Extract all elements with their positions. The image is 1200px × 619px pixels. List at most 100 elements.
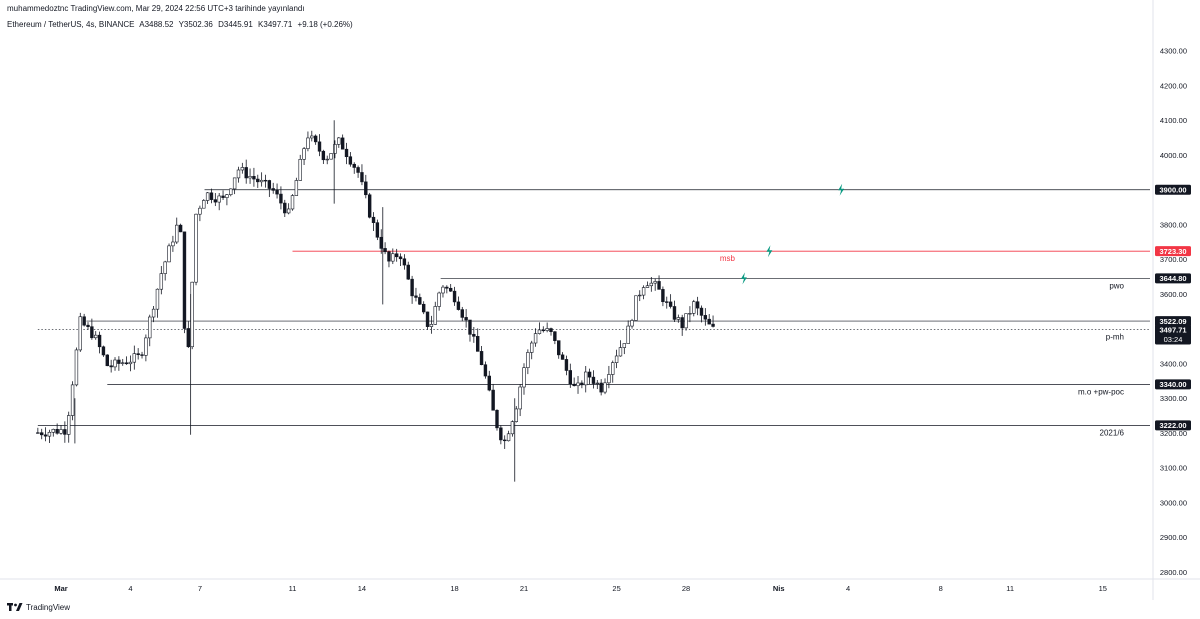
x-tick-label: 15 [1099, 584, 1107, 593]
candle-up [194, 213, 198, 283]
x-tick-label: 11 [289, 584, 297, 593]
candle-down [495, 409, 499, 429]
x-tick-label: 21 [520, 584, 528, 593]
candle-up [510, 421, 515, 435]
candle-up [198, 207, 202, 215]
candle-down [117, 359, 121, 364]
candle-down [348, 156, 353, 165]
candle-down [410, 278, 414, 297]
candle-down [182, 231, 187, 329]
candle-up [78, 316, 82, 351]
y-tick-label: 2800.00 [1160, 568, 1187, 577]
candle-up [688, 313, 692, 315]
candle-up [584, 371, 588, 386]
ohlc-low: D3445.91 [218, 20, 253, 29]
candle-up [537, 329, 542, 334]
candle-down [464, 317, 468, 321]
candle-up [74, 349, 79, 386]
candle-up [530, 342, 534, 353]
ohlc-close: K3497.71 [258, 20, 293, 29]
candle-up [171, 241, 175, 247]
x-tick-label: 4 [128, 584, 132, 593]
level-label-2021-6: 2021/6 [1100, 428, 1125, 437]
x-tick-label: 4 [846, 584, 850, 593]
y-tick-label: 2900.00 [1160, 533, 1187, 542]
candle-up [67, 415, 71, 435]
candle-down [564, 359, 569, 371]
candle-down [657, 281, 661, 290]
candle-down [86, 324, 90, 327]
price-chart[interactable]: msb pwo p-mh m.o +pw-poc 2021/6 2800.00 2900.… [0, 0, 1200, 600]
price-tag-bg [1155, 184, 1191, 195]
candle-up [676, 317, 681, 320]
candle-up [70, 384, 75, 416]
candle-up [59, 429, 63, 434]
price-tag-3900-00[interactable]: 3900.00 [1155, 184, 1191, 195]
candle-down [398, 256, 403, 260]
candle-down [448, 287, 453, 292]
candle-up [614, 355, 619, 363]
price-tag-3644-80[interactable]: 3644.80 [1155, 273, 1191, 284]
candle-down [572, 383, 576, 387]
lightning-icon [766, 245, 773, 258]
y-tick-label: 3800.00 [1160, 220, 1187, 229]
candle-up [576, 382, 580, 387]
candle-up [630, 320, 634, 327]
candle-up [310, 135, 314, 139]
candle-down [279, 193, 283, 204]
footer-brand-text: TradingView [26, 602, 71, 612]
candle-down [475, 336, 480, 352]
candle-down [321, 150, 326, 161]
candle-up [205, 192, 210, 201]
candle-down [209, 192, 214, 200]
symbol-name[interactable]: Ethereum / TetherUS, 4s, BINANCE [7, 20, 135, 29]
time-axis[interactable]: Mar 4 7 11 14 18 21 25 28 Nis 4 8 11 15 [54, 584, 1107, 593]
x-tick-label: 8 [939, 584, 943, 593]
candle-down [313, 135, 318, 143]
candle-down [580, 382, 584, 386]
candle-up [333, 144, 337, 154]
lightning-icon [838, 183, 845, 196]
candle-down [371, 216, 376, 223]
price-tag-3522-09[interactable]: 3522.09 [1155, 316, 1191, 327]
candle-up [202, 200, 206, 209]
footer-brand: TradingView [7, 602, 70, 612]
x-tick-label: 14 [358, 584, 366, 593]
price-tag-3222-00[interactable]: 3222.00 [1155, 420, 1191, 431]
candle-up [545, 328, 549, 331]
candle-up [302, 148, 306, 160]
candle-down [221, 195, 225, 198]
candle-up [190, 281, 194, 348]
price-tag-3340-00[interactable]: 3340.00 [1155, 379, 1191, 390]
price-tag-3723-30[interactable]: 3723.30 [1155, 246, 1191, 257]
candle-up [626, 325, 630, 344]
candle-up [163, 261, 167, 274]
candle-down [665, 301, 669, 303]
candle-down [707, 318, 711, 325]
price-tag-text: 3723.30 [1159, 247, 1186, 256]
candle-down [383, 248, 387, 253]
candle-down [375, 222, 380, 238]
candle-down [63, 429, 67, 435]
candle-down [252, 176, 256, 180]
candle-down [105, 354, 110, 367]
candle-down [275, 190, 279, 195]
ohlc-change: +9.18 (+0.26%) [297, 20, 353, 29]
candle-down [672, 306, 677, 320]
candle-up [595, 382, 600, 385]
price-axis[interactable]: 2800.00 2900.00 3000.00 3100.00 3200.00 3300.… [1160, 47, 1187, 577]
candle-down [244, 167, 248, 179]
candle-down [699, 307, 704, 316]
price-tag-text: 3522.09 [1159, 317, 1186, 326]
candle-down [668, 301, 673, 307]
candle-down [445, 286, 449, 289]
candle-up [433, 306, 437, 325]
candle-down [402, 258, 407, 266]
candle-down [178, 224, 183, 233]
candle-up [132, 353, 137, 363]
candle-down [356, 167, 360, 173]
y-tick-label: 3600.00 [1160, 290, 1187, 299]
candle-up [441, 286, 445, 294]
y-tick-label: 3700.00 [1160, 255, 1187, 264]
